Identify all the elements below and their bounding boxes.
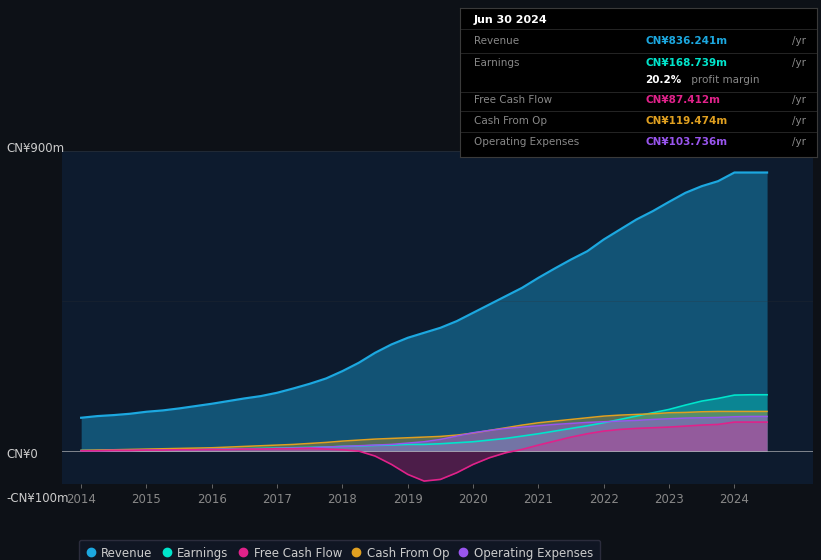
Text: profit margin: profit margin	[688, 74, 759, 85]
Legend: Revenue, Earnings, Free Cash Flow, Cash From Op, Operating Expenses: Revenue, Earnings, Free Cash Flow, Cash …	[79, 540, 600, 560]
Text: /yr: /yr	[792, 95, 806, 105]
Text: Cash From Op: Cash From Op	[474, 116, 547, 126]
Text: /yr: /yr	[792, 137, 806, 147]
Text: /yr: /yr	[792, 58, 806, 68]
Text: Operating Expenses: Operating Expenses	[474, 137, 580, 147]
Text: -CN¥100m: -CN¥100m	[7, 492, 69, 505]
Text: /yr: /yr	[792, 116, 806, 126]
Text: CN¥103.736m: CN¥103.736m	[645, 137, 727, 147]
Text: Jun 30 2024: Jun 30 2024	[474, 15, 548, 25]
Text: Free Cash Flow: Free Cash Flow	[474, 95, 553, 105]
Text: CN¥87.412m: CN¥87.412m	[645, 95, 721, 105]
Text: CN¥168.739m: CN¥168.739m	[645, 58, 727, 68]
Text: CN¥900m: CN¥900m	[7, 142, 65, 155]
Text: 20.2%: 20.2%	[645, 74, 681, 85]
Text: CN¥0: CN¥0	[7, 448, 39, 461]
Text: Revenue: Revenue	[474, 36, 519, 46]
Text: CN¥119.474m: CN¥119.474m	[645, 116, 727, 126]
Text: Earnings: Earnings	[474, 58, 520, 68]
Text: /yr: /yr	[792, 36, 806, 46]
Text: CN¥836.241m: CN¥836.241m	[645, 36, 727, 46]
